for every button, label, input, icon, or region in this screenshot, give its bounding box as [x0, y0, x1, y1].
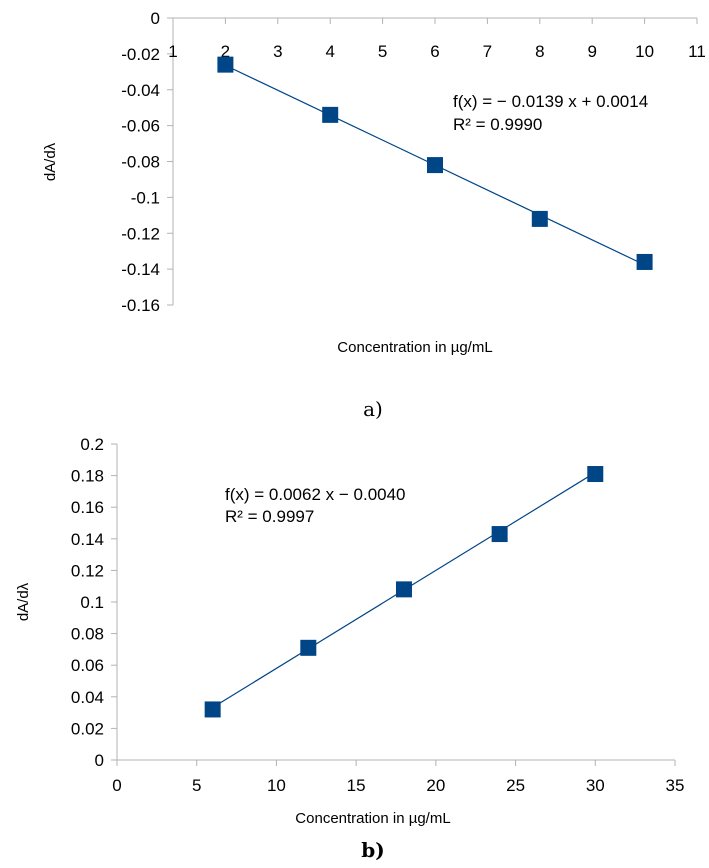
chart-a-y-tick-label: 0 [151, 9, 160, 28]
chart-a-x-tick-label: 3 [273, 42, 282, 61]
chart-a-y-tick-label: -0.04 [121, 81, 160, 100]
chart-b-y-tick-label: 0.14 [71, 530, 104, 549]
chart-a-panel-label: a) [363, 397, 383, 421]
chart-a-x-ticks: 1 2 3 4 5 6 7 8 9 10 11 [168, 18, 706, 61]
chart-a-r-squared: R² = 0.9990 [453, 115, 542, 134]
chart-b-x-tick-label: 20 [426, 776, 445, 795]
chart-b-data-point [300, 639, 317, 656]
chart-a-data-point [427, 157, 443, 174]
chart-b-points [204, 466, 604, 718]
chart-b-data-point [395, 581, 412, 598]
chart-a-data-point [322, 106, 339, 123]
chart-a-x-tick-label: 8 [535, 42, 544, 61]
chart-b-y-tick-label: 0.08 [71, 625, 104, 644]
chart-b-x-ticks: 0 5 10 15 20 25 30 35 [112, 760, 684, 795]
chart-a-y-tick-label: -0.02 [121, 45, 160, 64]
chart-a-y-tick-label: -0.1 [131, 188, 160, 207]
chart-a-y-label: dA/dλ [42, 142, 59, 181]
chart-b-y-tick-label: 0.1 [80, 593, 104, 612]
chart-b-y-tick-label: 0.2 [80, 435, 104, 454]
chart-a: 0 -0.02 -0.04 -0.06 -0.08 -0.1 -0.12 -0.14 -0.16… [42, 9, 706, 421]
chart-b-data-point [587, 466, 604, 483]
chart-a-x-tick-label: 6 [430, 42, 439, 61]
chart-a-points [217, 56, 653, 270]
chart-b-data-point [204, 701, 221, 718]
chart-b-x-label: Concentration in µg/mL [295, 810, 450, 827]
chart-b-x-tick-label: 10 [267, 776, 286, 795]
chart-b-x-tick-label: 35 [666, 776, 685, 795]
chart-a-x-tick-label: 7 [483, 42, 492, 61]
chart-b-y-tick-label: 0.18 [71, 467, 104, 486]
chart-a-x-label: Concentration in µg/mL [337, 339, 492, 356]
chart-b-x-tick-label: 30 [586, 776, 605, 795]
chart-a-y-tick-label: -0.14 [121, 260, 160, 279]
chart-b-y-tick-label: 0.02 [71, 719, 104, 738]
chart-a-x-tick-label: 2 [221, 42, 230, 61]
chart-a-y-ticks: 0 -0.02 -0.04 -0.06 -0.08 -0.1 -0.12 -0.14 -0.16 [121, 9, 173, 315]
chart-a-y-tick-label: -0.08 [121, 153, 160, 172]
chart-b-panel-label: b) [361, 838, 384, 862]
chart-a-data-point [531, 210, 548, 227]
chart-b-y-tick-label: 0.16 [71, 498, 104, 517]
chart-a-x-tick-label: 11 [688, 42, 706, 61]
chart-a-x-tick-label: 5 [378, 42, 387, 61]
chart-b-r-squared: R² = 0.9997 [225, 507, 314, 526]
chart-b-equation: f(x) = 0.0062 x − 0.0040 [225, 485, 406, 504]
chart-a-y-tick-label: -0.16 [121, 296, 160, 315]
chart-a-data-point [636, 253, 653, 270]
chart-a-data-point [217, 56, 234, 73]
chart-b-y-label: dA/dλ [15, 582, 32, 621]
chart-b-y-tick-label: 0.04 [71, 688, 104, 707]
chart-b-y-tick-label: 0 [95, 751, 104, 770]
chart-a-equation: f(x) = − 0.0139 x + 0.0014 [453, 92, 648, 111]
chart-a-y-tick-label: -0.06 [121, 117, 160, 136]
chart-b-y-tick-label: 0.12 [71, 561, 104, 580]
chart-b-x-tick-label: 5 [192, 776, 201, 795]
chart-a-y-tick-label: -0.12 [121, 224, 160, 243]
chart-b-x-tick-label: 0 [112, 776, 121, 795]
chart-a-x-tick-label: 4 [325, 42, 334, 61]
chart-b-data-point [491, 526, 508, 543]
chart-b: 00.020.040.060.080.10.120.140.160.180.2 … [15, 435, 684, 862]
chart-a-x-tick-label: 1 [168, 42, 177, 61]
chart-a-x-tick-label: 9 [587, 42, 596, 61]
chart-b-x-tick-label: 25 [506, 776, 525, 795]
chart-a-x-tick-label: 10 [635, 42, 654, 61]
chart-b-y-ticks: 0 0.02 0.04 0.06 0.08 0.1 0.12 0.14 0.16 0.18 0.2 [71, 435, 117, 770]
chart-b-y-tick-label: 0.06 [71, 656, 104, 675]
chart-b-x-tick-label: 15 [347, 776, 366, 795]
